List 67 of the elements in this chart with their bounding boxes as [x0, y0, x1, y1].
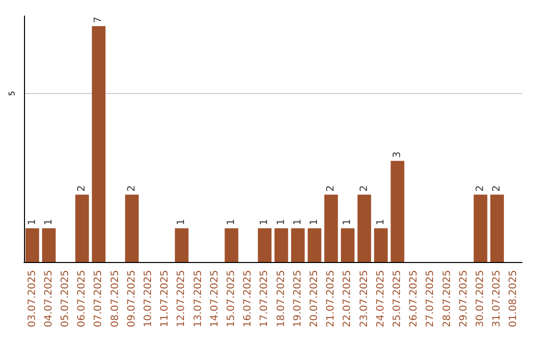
data-label: 1	[309, 218, 320, 226]
data-label: 7	[93, 16, 104, 24]
data-label: 1	[342, 218, 354, 226]
x-tick-label: 31.07.2025	[492, 270, 503, 328]
x-tick-label: 13.07.2025	[192, 270, 204, 328]
x-tick-label: 22.07.2025	[342, 270, 354, 328]
x-tick-label: 20.07.2025	[309, 270, 320, 328]
data-label: 1	[226, 218, 237, 226]
data-label: 2	[492, 185, 503, 192]
x-tick-label: 01.08.2025	[508, 270, 520, 328]
data-label: 2	[358, 185, 370, 192]
bar	[75, 194, 89, 262]
data-label: 1	[292, 218, 304, 226]
x-tick-label: 24.07.2025	[375, 270, 386, 328]
x-tick-label: 21.07.2025	[326, 270, 337, 328]
x-tick-label: 25.07.2025	[392, 270, 403, 328]
data-label: 1	[43, 218, 54, 226]
x-tick-label: 10.07.2025	[143, 270, 154, 328]
x-tick-label: 17.07.2025	[259, 270, 270, 328]
bar	[174, 228, 189, 262]
x-tick-label: 11.07.2025	[160, 270, 171, 328]
bar	[308, 228, 322, 262]
data-label: 2	[126, 185, 138, 192]
x-tick-label: 29.07.2025	[458, 270, 470, 328]
bar	[474, 194, 488, 262]
bar	[125, 194, 139, 262]
bar	[390, 160, 404, 262]
bar	[357, 194, 372, 262]
x-tick-label: 08.07.2025	[110, 270, 121, 328]
data-label: 2	[76, 185, 88, 192]
bar	[92, 26, 106, 262]
x-tick-label: 03.07.2025	[26, 270, 38, 328]
x-tick-label: 06.07.2025	[76, 270, 88, 328]
bar	[291, 228, 305, 262]
x-tick-label: 09.07.2025	[126, 270, 138, 328]
x-tick-label: 05.07.2025	[60, 270, 71, 328]
bar	[224, 228, 238, 262]
x-tick-label: 12.07.2025	[176, 270, 188, 328]
bar	[374, 228, 388, 262]
x-tick-label: 14.07.2025	[209, 270, 220, 328]
x-tick-label: 27.07.2025	[425, 270, 436, 328]
data-label: 1	[26, 218, 38, 226]
x-tick-label: 07.07.2025	[93, 270, 104, 328]
y-tick-label: 5	[8, 90, 16, 96]
x-tick-label: 04.07.2025	[43, 270, 54, 328]
bar	[42, 228, 56, 262]
x-tick-label: 26.07.2025	[408, 270, 420, 328]
x-tick-label: 19.07.2025	[292, 270, 304, 328]
x-tick-label: 15.07.2025	[226, 270, 237, 328]
bar	[490, 194, 504, 262]
bar	[274, 228, 288, 262]
data-label: 2	[326, 185, 337, 192]
bar	[258, 228, 272, 262]
x-tick-label: 30.07.2025	[475, 270, 486, 328]
bar	[340, 228, 355, 262]
bar	[25, 228, 40, 262]
data-label: 3	[392, 152, 403, 158]
bar	[324, 194, 338, 262]
data-label: 1	[276, 218, 287, 226]
x-tick-label: 28.07.2025	[442, 270, 453, 328]
x-tick-label: 16.07.2025	[242, 270, 254, 328]
data-label: 1	[176, 218, 188, 226]
data-label: 2	[475, 185, 486, 192]
x-tick-label: 18.07.2025	[276, 270, 287, 328]
x-tick-label: 23.07.2025	[358, 270, 370, 328]
data-label: 1	[259, 218, 270, 226]
data-label: 1	[375, 218, 386, 226]
